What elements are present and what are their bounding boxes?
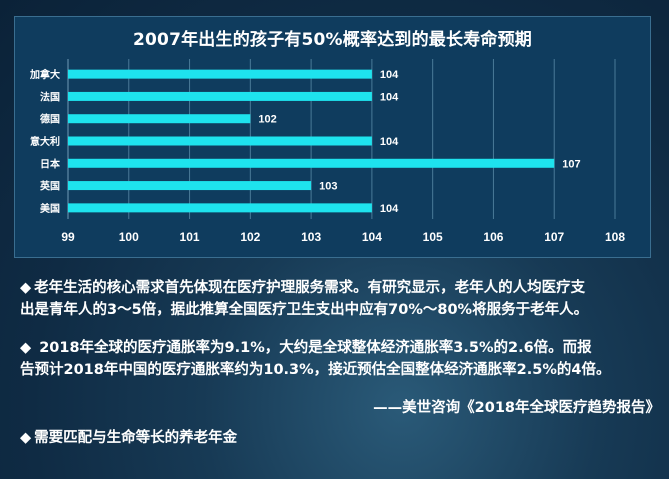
x-tick-label: 103 [301,230,321,244]
x-tick-label: 101 [180,230,200,244]
citation: ——美世咨询《2018年全球医疗趋势报告》 [373,400,660,416]
para1-line1: ◆ 老年生活的核心需求首先体现在医疗护理服务需求。有研究显示，老年人的人均医疗支 [20,280,586,296]
para1-line2: 出是青年人的3～5倍，据此推算全国医疗卫生支出中应有70%～80%将服务于老年人… [20,302,589,318]
category-label: 德国 [39,113,60,126]
x-tick-label: 108 [605,230,625,244]
chart-panel: 2007年出生的孩子有50%概率达到的最长寿命预期 99 100 101 102 103… [14,16,651,258]
diamond-bullet-icon: ◆ [20,430,32,446]
bar [68,136,372,146]
bar [68,181,312,191]
category-label: 英国 [39,180,60,193]
data-label: 104 [380,91,399,103]
data-label: 102 [258,114,276,126]
x-tick-label: 99 [61,230,75,244]
data-label: 104 [380,69,399,81]
x-tick-label: 100 [119,230,139,244]
x-tick-label: 105 [423,230,443,244]
bar [68,203,372,213]
paragraph-medical-demand: ◆ 老年生活的核心需求首先体现在医疗护理服务需求。有研究显示，老年人的人均医疗支 … [20,277,660,321]
chart-title: 2007年出生的孩子有50%概率达到的最长寿命预期 [132,30,532,50]
data-label: 103 [319,181,337,193]
data-label: 107 [562,158,580,170]
category-label: 法国 [40,90,60,103]
diamond-bullet-icon: ◆ [20,340,32,356]
bar [68,158,555,168]
data-label: 104 [380,203,399,215]
paragraph-medical-inflation: ◆ 2018年全球的医疗通胀率为9.1%，大约是全球整体经济通胀率3.5%的2.… [20,337,660,381]
para2-line1: ◆ 2018年全球的医疗通胀率为9.1%，大约是全球整体经济通胀率3.5%的2.… [20,340,592,356]
category-label: 加拿大 [29,68,60,81]
bar [68,69,372,79]
bar [68,91,372,101]
x-tick-label: 107 [544,230,564,244]
bar-chart: 99 100 101 102 103 104 105 106 107 108 加拿大 104 法国 104… [29,59,625,244]
paragraph-annuity: ◆ 需要匹配与生命等长的养老年金 [20,430,238,446]
para2-line2: 告预计2018年中国的医疗通胀率约为10.3%，接近预估全国整体经济通胀率2.5… [20,362,611,378]
x-tick-label: 106 [483,230,503,244]
x-tick-label: 104 [362,230,382,244]
diamond-bullet-icon: ◆ [20,280,32,296]
category-label: 日本 [40,157,61,170]
data-label: 104 [380,136,399,148]
category-label: 意大利 [30,135,60,148]
x-tick-label: 102 [240,230,260,244]
category-label: 美国 [40,202,60,215]
bar [68,114,251,124]
